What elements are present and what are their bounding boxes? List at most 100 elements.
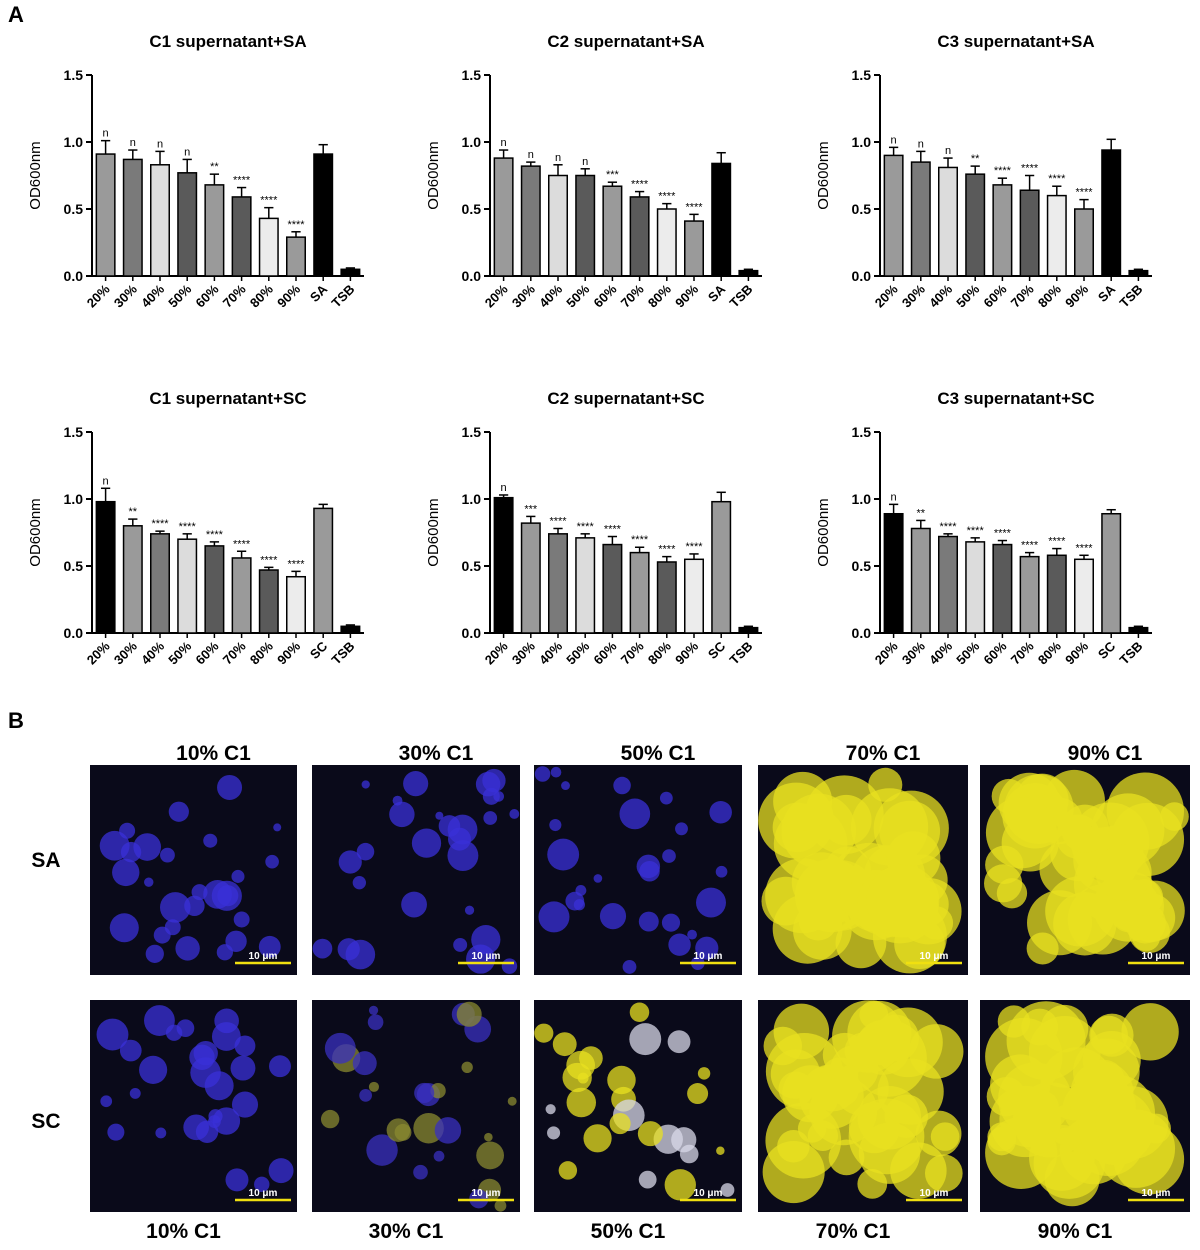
micrograph-spot <box>777 1129 810 1163</box>
significance-label: **** <box>967 525 985 537</box>
micrograph-spot <box>160 847 175 863</box>
y-tick-label: 1.5 <box>852 424 872 440</box>
x-tick-label: 20% <box>872 281 901 310</box>
micrograph-spot <box>638 1170 657 1189</box>
x-tick-label: 40% <box>138 281 167 310</box>
micrograph-spot <box>203 879 232 909</box>
x-tick-label: 70% <box>1008 638 1037 667</box>
x-tick-label: TSB <box>329 282 358 311</box>
image-title: 10% C1 <box>176 742 251 765</box>
image-title: 90% C1 <box>1068 742 1143 765</box>
x-tick-label: TSB <box>329 639 358 668</box>
x-tick-label: 20% <box>482 638 511 667</box>
chart-title: C1 supernatant+SC <box>149 389 306 408</box>
y-tick-label: 0.0 <box>462 268 482 284</box>
y-tick-label: 0.0 <box>852 625 872 641</box>
image-title: 70% C1 <box>846 742 921 765</box>
micrograph-spot <box>359 1088 373 1102</box>
micrograph-spot <box>687 1083 709 1105</box>
y-tick-label: 0.0 <box>64 625 84 641</box>
x-tick-label: 40% <box>536 638 565 667</box>
x-tick-label: 30% <box>111 281 140 310</box>
x-tick-label: 70% <box>618 638 647 667</box>
x-tick-label: 20% <box>84 638 113 667</box>
x-tick-label: SA <box>307 281 331 305</box>
micrograph-spot <box>464 905 475 915</box>
bar <box>231 557 252 634</box>
micrograph-spot <box>107 1123 125 1141</box>
image-title: 30% C1 <box>399 742 474 765</box>
micrograph-spot <box>193 1040 218 1066</box>
micrograph-spot <box>493 791 505 802</box>
bar <box>910 527 931 634</box>
micrograph-spot <box>401 891 427 918</box>
bar <box>122 158 143 277</box>
micrograph-spot <box>675 822 688 836</box>
y-tick-label: 0.5 <box>852 201 872 217</box>
bar <box>602 185 623 277</box>
micrograph-spot <box>265 854 279 869</box>
bar <box>656 208 677 277</box>
significance-label: n <box>555 152 561 164</box>
significance-label: **** <box>994 528 1012 540</box>
micrograph <box>980 765 1190 975</box>
micrograph-spot <box>613 776 631 795</box>
bar <box>122 525 143 634</box>
panel-label: B <box>8 708 24 733</box>
bar <box>258 569 279 634</box>
micrograph-spot <box>366 1134 398 1166</box>
panel-label: A <box>8 2 24 27</box>
x-tick-label: 50% <box>953 281 982 310</box>
significance-label: **** <box>939 521 957 533</box>
y-tick-label: 0.0 <box>462 625 482 641</box>
bar <box>938 166 958 277</box>
significance-label: *** <box>524 503 538 515</box>
micrograph-spot <box>155 1127 167 1139</box>
significance-label: **** <box>658 544 676 556</box>
x-tick-label: TSB <box>727 639 756 668</box>
x-tick-label: 70% <box>618 281 647 310</box>
micrograph-spot <box>411 828 442 858</box>
micrograph-spot <box>1073 1038 1140 1106</box>
significance-label: n <box>891 134 897 146</box>
y-tick-label: 1.0 <box>462 134 482 150</box>
micrograph-spot <box>414 1082 435 1103</box>
bar <box>1046 554 1067 634</box>
bar <box>150 164 170 277</box>
y-tick-label: 1.5 <box>64 424 84 440</box>
micrograph-spot <box>668 933 691 956</box>
scale-bar-label: 10 μm <box>1142 1188 1171 1199</box>
micrograph-spot <box>324 1032 356 1064</box>
micrograph-spot <box>566 1087 597 1118</box>
chart-title: C2 supernatant+SA <box>547 32 704 51</box>
x-tick-label: 50% <box>165 638 194 667</box>
x-tick-label: 50% <box>953 638 982 667</box>
y-axis-label: OD600nm <box>425 498 442 566</box>
micrograph-spot <box>773 771 833 831</box>
micrograph-spot <box>629 1002 650 1023</box>
bar <box>575 174 596 277</box>
significance-label: n <box>157 138 163 150</box>
micrograph-spot <box>599 903 627 930</box>
micrograph-spot <box>254 1176 270 1193</box>
micrograph-spot <box>386 1118 411 1142</box>
scale-bar-label: 10 μm <box>694 1188 723 1199</box>
micrograph-spot <box>413 1164 428 1180</box>
micrograph-spot <box>389 801 415 828</box>
x-tick-label: 70% <box>1008 281 1037 310</box>
x-tick-label: 90% <box>672 281 701 310</box>
micrograph <box>90 1000 297 1212</box>
micrograph-spot <box>661 913 681 932</box>
x-tick-label: 30% <box>509 638 538 667</box>
significance-label: n <box>103 475 109 487</box>
bar <box>602 543 623 634</box>
micrograph-spot <box>368 1005 379 1016</box>
x-tick-label: 60% <box>193 281 222 310</box>
significance-label: n <box>891 491 897 503</box>
bar <box>910 161 931 277</box>
significance-label: **** <box>631 179 649 191</box>
micrograph <box>758 1000 968 1212</box>
bar <box>965 173 986 277</box>
x-tick-label: 30% <box>509 281 538 310</box>
bar <box>656 561 677 634</box>
